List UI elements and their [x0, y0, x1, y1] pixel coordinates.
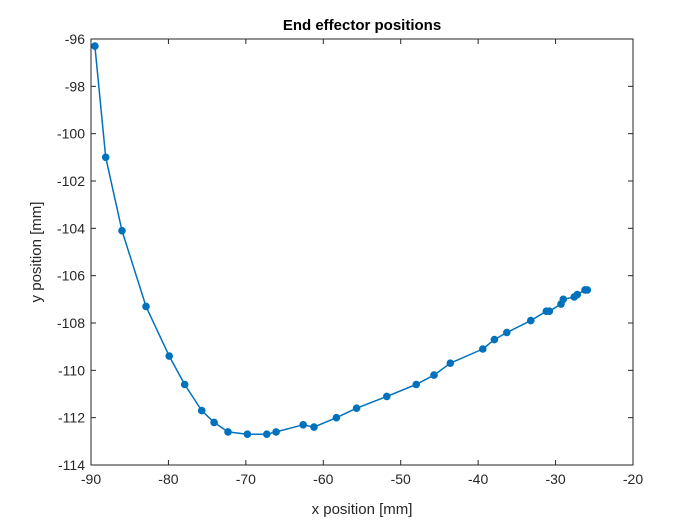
x-tick-label: -40: [468, 471, 488, 487]
ticks-layer: -90 -80 -70 -60 -50 -40 -30 -20 -114 -112 -110 -108…: [57, 31, 643, 487]
data-point: [573, 290, 582, 299]
y-tick-label: -102: [57, 173, 85, 189]
chart-title: End effector positions: [283, 17, 441, 34]
data-point: [118, 226, 126, 235]
data-point: [224, 428, 232, 436]
y-tick-label: -98: [65, 78, 85, 94]
data-point: [527, 316, 535, 325]
data-point: [503, 328, 511, 337]
data-point: [299, 421, 308, 429]
data-point: [272, 428, 280, 436]
x-tick-label: -50: [391, 471, 411, 487]
x-tick-label: -70: [236, 471, 256, 487]
data-point: [165, 352, 173, 360]
y-tick-label: -106: [57, 268, 85, 284]
y-tick-label: -110: [58, 362, 85, 378]
y-tick-label: -104: [57, 220, 85, 236]
data-point: [263, 430, 271, 439]
data-point: [559, 295, 568, 304]
data-point: [412, 380, 421, 389]
data-point: [310, 423, 318, 431]
data-point: [142, 302, 150, 311]
data-point: [180, 380, 189, 389]
y-tick-label: -112: [58, 410, 85, 426]
data-point: [243, 430, 252, 439]
data-point: [197, 406, 206, 415]
data-point: [210, 418, 218, 427]
plot-area: [91, 39, 633, 465]
y-tick-label: -114: [58, 457, 85, 473]
x-tick-label: -60: [313, 471, 333, 487]
data-point: [383, 392, 391, 401]
data-point: [430, 371, 438, 379]
y-tick-label: -96: [65, 31, 85, 47]
x-tick-label: -80: [158, 471, 178, 487]
data-point: [545, 307, 554, 316]
y-tick-label: -108: [57, 315, 85, 331]
data-point: [91, 42, 99, 50]
data-point: [101, 153, 110, 162]
x-axis-label: x position [mm]: [312, 501, 413, 518]
series-layer: [91, 42, 592, 439]
x-tick-label: -90: [81, 471, 101, 487]
data-point: [352, 404, 361, 413]
plot-frame: [90, 38, 634, 466]
data-point: [583, 286, 592, 294]
y-tick-label: -100: [57, 126, 85, 142]
x-tick-label: -30: [545, 471, 565, 487]
y-axis-label: y position [mm]: [28, 202, 45, 303]
data-point: [479, 345, 487, 353]
data-point: [332, 413, 341, 422]
x-tick-label: -20: [623, 471, 643, 487]
data-point: [446, 359, 455, 368]
data-point: [490, 335, 499, 344]
